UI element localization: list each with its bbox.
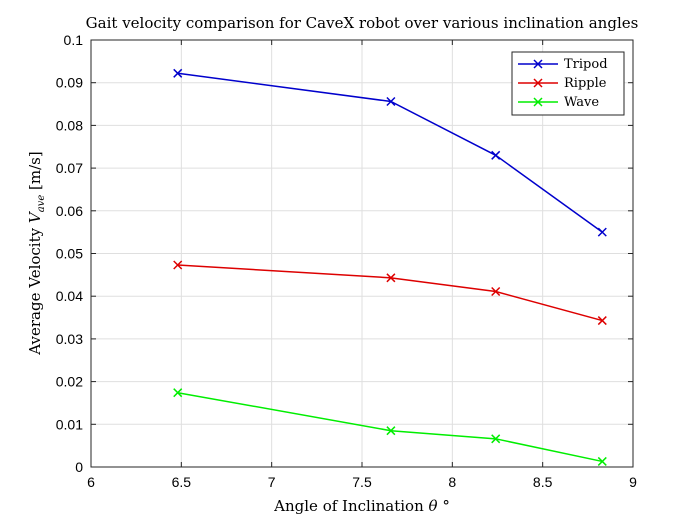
data-point-tripod bbox=[491, 150, 501, 160]
x-tick-label: 7 bbox=[268, 474, 276, 490]
data-point-tripod bbox=[597, 227, 607, 237]
legend-label: Ripple bbox=[564, 76, 607, 91]
legend-marker bbox=[533, 97, 543, 107]
data-point-wave bbox=[597, 456, 607, 466]
legend-marker bbox=[533, 78, 543, 88]
y-axis-label: Average Velocity Vave [m/s] bbox=[26, 151, 47, 355]
data-point-ripple bbox=[491, 286, 501, 297]
y-tick-label: 0.02 bbox=[56, 374, 83, 390]
data-point-tripod bbox=[386, 96, 396, 107]
x-tick-label: 8.5 bbox=[533, 474, 553, 490]
y-tick-label: 0.1 bbox=[64, 32, 84, 48]
x-tick-label: 6 bbox=[87, 474, 95, 490]
data-point-tripod bbox=[173, 68, 183, 78]
y-tick-label: 0.01 bbox=[56, 416, 83, 432]
data-point-wave bbox=[491, 434, 501, 444]
y-tick-label: 0.06 bbox=[56, 203, 83, 219]
x-axis-label: Angle of Inclination θ ° bbox=[273, 497, 450, 515]
legend-item-tripod: Tripod bbox=[518, 57, 608, 72]
x-axis-label-text: Angle of Inclination bbox=[273, 497, 428, 515]
y-tick-label: 0 bbox=[75, 459, 83, 475]
x-tick-label: 9 bbox=[629, 474, 637, 490]
data-point-ripple bbox=[173, 260, 183, 270]
y-tick-label: 0.03 bbox=[56, 331, 83, 347]
y-axis-ticks: 0 0.01 0.02 0.03 0.04 0.05 0.06 0.07 0.08 0.09 0.1 bbox=[56, 32, 633, 475]
series-line-tripod bbox=[177, 72, 603, 233]
data-point-wave bbox=[386, 426, 396, 436]
y-axis-label-text: Average Velocity bbox=[26, 223, 44, 356]
y-tick-label: 0.09 bbox=[56, 75, 83, 91]
legend-item-ripple: Ripple bbox=[518, 76, 607, 91]
series-ripple bbox=[173, 260, 607, 326]
x-axis-label-unit: ° bbox=[438, 497, 450, 515]
x-axis-label-symbol: θ bbox=[429, 497, 438, 515]
x-tick-label: 7.5 bbox=[352, 474, 372, 490]
y-axis-label-subscript: ave bbox=[36, 195, 47, 213]
legend-item-wave: Wave bbox=[518, 95, 599, 110]
y-axis-label-symbol: V bbox=[26, 210, 44, 223]
legend: Tripod Ripple Wave bbox=[511, 51, 625, 116]
legend-marker bbox=[533, 59, 543, 69]
x-axis-ticks: 6 6.5 7 7.5 8 8.5 9 bbox=[87, 40, 637, 490]
y-tick-label: 0.08 bbox=[56, 117, 83, 133]
series-layer bbox=[173, 68, 607, 466]
series-tripod bbox=[173, 68, 607, 237]
series-line-wave bbox=[177, 391, 603, 463]
y-axis-label-unit: [m/s] bbox=[26, 151, 44, 194]
x-tick-label: 8 bbox=[448, 474, 456, 490]
legend-label: Wave bbox=[564, 95, 599, 110]
y-tick-label: 0.04 bbox=[56, 288, 83, 304]
y-tick-label: 0.05 bbox=[56, 246, 83, 262]
series-wave bbox=[173, 388, 607, 466]
chart-title: Gait velocity comparison for CaveX robot… bbox=[86, 14, 639, 32]
x-tick-label: 6.5 bbox=[172, 474, 192, 490]
series-line-ripple bbox=[177, 264, 603, 322]
data-point-ripple bbox=[386, 273, 396, 283]
data-point-ripple bbox=[597, 316, 607, 326]
legend-label: Tripod bbox=[564, 57, 608, 72]
data-point-wave bbox=[173, 388, 183, 398]
y-tick-label: 0.07 bbox=[56, 160, 83, 176]
